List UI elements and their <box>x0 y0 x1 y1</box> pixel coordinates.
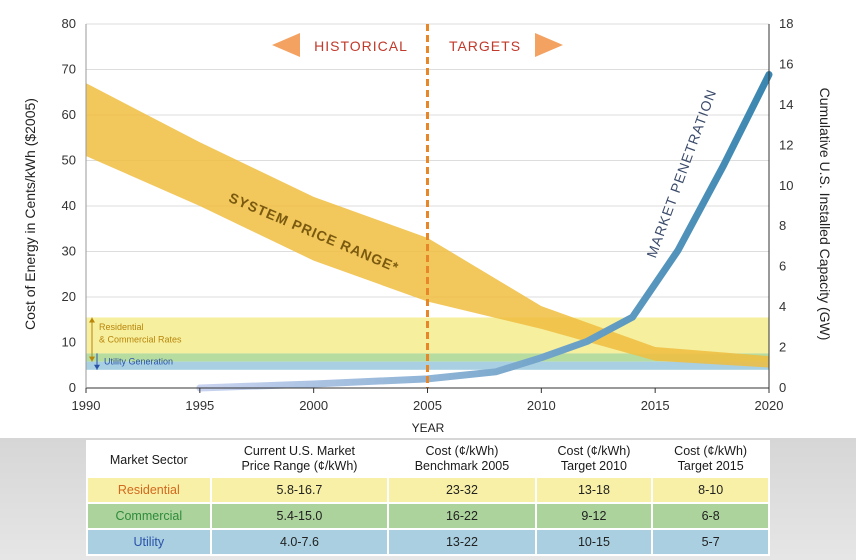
table-header-target-2010: Cost (¢/kWh) Target 2010 <box>536 442 652 476</box>
y-tick-label-left: 70 <box>62 62 76 77</box>
y-axis-title-right: Cumulative U.S. Installed Capacity (GW) <box>817 88 833 341</box>
y-tick-label-left: 40 <box>62 198 76 213</box>
y-tick-label-right: 18 <box>779 16 793 31</box>
y-tick-label-right: 12 <box>779 137 793 152</box>
table-header-row: Market Sector Current U.S. Market Price … <box>88 442 768 476</box>
table-cell: 6-8 <box>653 504 768 528</box>
y-tick-label-right: 0 <box>779 380 786 395</box>
y-tick-label-right: 8 <box>779 218 786 233</box>
cost-table-area: Market Sector Current U.S. Market Price … <box>0 438 856 560</box>
targets-label: TARGETS <box>449 38 521 54</box>
y-tick-label-right: 6 <box>779 259 786 274</box>
x-tick-label: 2005 <box>413 398 442 413</box>
arrow-left-icon <box>272 33 300 57</box>
y-tick-label-right: 14 <box>779 97 793 112</box>
y-tick-label-left: 20 <box>62 289 76 304</box>
y-axis-title-left: Cost of Energy in Cents/kWh ($2005) <box>22 98 38 330</box>
rate-band-label: Residential <box>99 322 144 332</box>
x-tick-label: 2010 <box>527 398 556 413</box>
x-tick-label: 1990 <box>72 398 101 413</box>
series-layer <box>86 24 773 392</box>
y-tick-label-left: 50 <box>62 153 76 168</box>
y-tick-label-right: 16 <box>779 56 793 71</box>
x-tick-label: 2020 <box>755 398 784 413</box>
table-cell: 8-10 <box>653 478 768 502</box>
x-axis-title: YEAR <box>412 421 445 435</box>
y-tick-label-left: 10 <box>62 335 76 350</box>
table-cell: 23-32 <box>389 478 535 502</box>
table-cell: 9-12 <box>536 504 652 528</box>
table-row-commercial: Commercial 5.4-15.0 16-22 9-12 6-8 <box>88 504 768 528</box>
x-tick-label: 1995 <box>185 398 214 413</box>
y-tick-label-right: 2 <box>779 340 786 355</box>
axes: 1990 1995 2000 2005 2010 2015 2020010203040506… <box>62 16 794 413</box>
rate-band-label: & Commercial Rates <box>99 335 182 345</box>
cost-table: Market Sector Current U.S. Market Price … <box>86 440 770 556</box>
penetration-line <box>196 71 773 392</box>
utility-band-label: Utility Generation <box>104 356 173 366</box>
y-tick-label-right: 4 <box>779 299 786 314</box>
table-cell-sector: Utility <box>88 530 210 554</box>
table-row-residential: Residential 5.8-16.7 23-32 13-18 8-10 <box>88 478 768 502</box>
arrow-right-icon <box>535 33 563 57</box>
table-cell: 5.8-16.7 <box>211 478 388 502</box>
table-cell: 10-15 <box>536 530 652 554</box>
table-cell-sector: Commercial <box>88 504 210 528</box>
x-tick-label: 2000 <box>299 398 328 413</box>
table-cell-sector: Residential <box>88 478 210 502</box>
table-header-target-2015: Cost (¢/kWh) Target 2015 <box>653 442 768 476</box>
y-tick-label-left: 60 <box>62 107 76 122</box>
table-cell: 13-18 <box>536 478 652 502</box>
y-tick-label-right: 10 <box>779 178 793 193</box>
table-cell: 5.4-15.0 <box>211 504 388 528</box>
table-header-price-range: Current U.S. Market Price Range (¢/kWh) <box>211 442 388 476</box>
table-cell: 16-22 <box>389 504 535 528</box>
historical-label: HISTORICAL <box>314 38 408 54</box>
x-tick-label: 2015 <box>641 398 670 413</box>
y-tick-label-left: 80 <box>62 16 76 31</box>
down-arrow-icon <box>89 356 95 362</box>
table-header-benchmark-2005: Cost (¢/kWh) Benchmark 2005 <box>389 442 535 476</box>
table-cell: 5-7 <box>653 530 768 554</box>
y-tick-label-left: 30 <box>62 244 76 259</box>
table-header-sector: Market Sector <box>88 442 210 476</box>
y-tick-label-left: 0 <box>69 380 76 395</box>
up-arrow-icon <box>89 317 95 323</box>
table-row-utility: Utility 4.0-7.6 13-22 10-15 5-7 <box>88 530 768 554</box>
chart: Residential & Commercial Rates Utility Gen… <box>22 16 833 435</box>
table-cell: 4.0-7.6 <box>211 530 388 554</box>
down-arrow-icon <box>94 364 100 370</box>
table-cell: 13-22 <box>389 530 535 554</box>
